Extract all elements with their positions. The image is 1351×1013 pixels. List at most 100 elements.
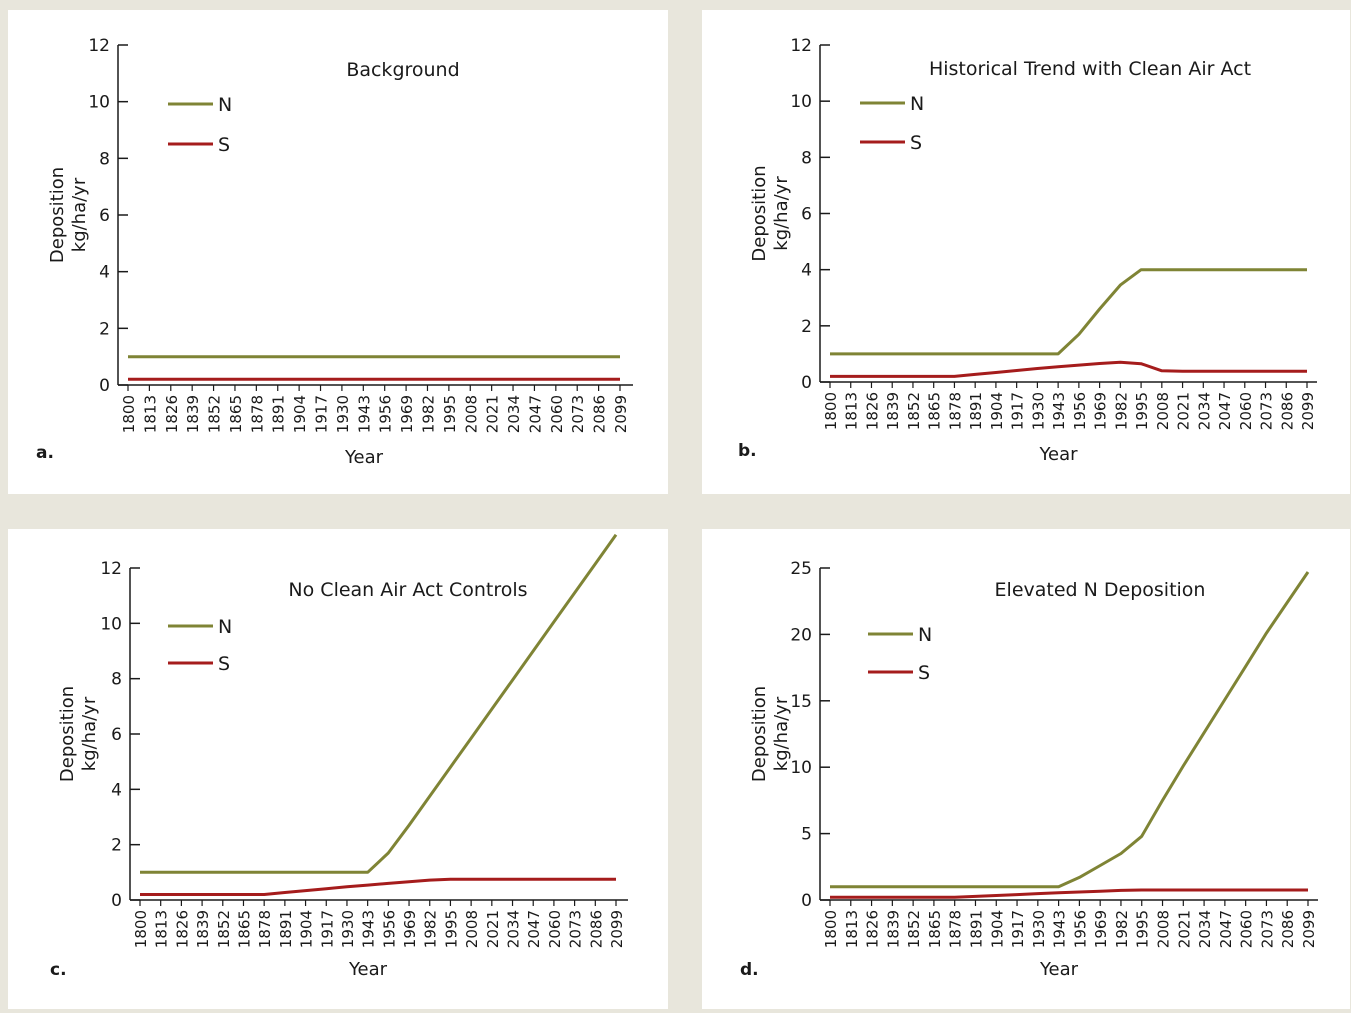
x-tick-label: 2086 [1278, 392, 1296, 430]
y-tick-label: 4 [801, 261, 812, 281]
series-line-S [830, 360, 1307, 378]
x-tick-label: 2060 [546, 910, 564, 948]
legend-label-N: N [910, 93, 924, 115]
x-tick-label: 2099 [608, 910, 626, 948]
legend-label-S: S [218, 134, 230, 156]
x-tick-label: 1995 [441, 395, 459, 433]
y-tick-label: 0 [99, 376, 110, 396]
x-tick-label: 2034 [1195, 392, 1213, 430]
series-line-S [830, 888, 1308, 899]
y-tick-label: 0 [801, 373, 812, 393]
x-tick-label: 1839 [884, 910, 902, 948]
y-tick-label: 6 [801, 205, 812, 225]
x-tick-label: 1878 [248, 395, 266, 433]
x-tick-label: 2086 [1279, 910, 1297, 948]
y-tick-label: 25 [790, 559, 812, 579]
x-tick-label: 1826 [163, 395, 181, 433]
x-tick-label: 1891 [967, 392, 985, 430]
x-tick-label: 2008 [462, 395, 480, 433]
x-tick-label: 1956 [377, 395, 395, 433]
x-tick-label: 1878 [946, 392, 964, 430]
series-line-N [140, 533, 618, 874]
chart-svg: 0 2 4 6 8 10 12 1800 1813 1826 1839 1852 1865 1878 189… [50, 533, 628, 980]
panel-letter: b. [738, 441, 757, 461]
x-tick-label: 1969 [1092, 392, 1110, 430]
x-tick-label: 1995 [442, 910, 460, 948]
x-tick-label: 1943 [360, 910, 378, 948]
x-tick-label: 1956 [1071, 392, 1089, 430]
y-tick-label: 8 [99, 149, 110, 169]
y-tick-label: 10 [790, 92, 812, 112]
x-tick-label: 2008 [1154, 392, 1172, 430]
x-tick-label: 2073 [567, 910, 585, 948]
x-tick-label: 1917 [1009, 910, 1027, 948]
x-tick-label: 1904 [988, 392, 1006, 430]
x-tick-label: 2008 [1155, 910, 1173, 948]
y-tick-label: 8 [111, 670, 122, 690]
chart-title: Historical Trend with Clean Air Act [929, 58, 1251, 80]
y-tick-label: 2 [111, 836, 122, 856]
legend-label-N: N [918, 624, 932, 646]
x-tick-label: 2073 [1258, 910, 1276, 948]
chart-panel-a: 0 2 4 6 8 10 12 1800 1813 1826 1839 1852 1865 1878 189… [8, 10, 668, 494]
x-tick-label: 1943 [1050, 392, 1068, 430]
panel-letter: a. [36, 443, 54, 463]
x-tick-label: 2099 [612, 395, 630, 433]
y-tick-label: 8 [801, 148, 812, 168]
x-tick-label: 1800 [822, 392, 840, 430]
x-axis-title: Year [344, 447, 384, 468]
x-tick-label: 1956 [1071, 910, 1089, 948]
x-tick-label: 1813 [141, 395, 159, 433]
x-tick-label: 1969 [1092, 910, 1110, 948]
x-tick-label: 1826 [863, 392, 881, 430]
x-tick-label: 1917 [318, 910, 336, 948]
chart-svg: 0 5 10 15 20 25 1800 1813 1826 1839 1852 1865 1878 18… [740, 559, 1318, 980]
x-tick-label: 2099 [1299, 392, 1317, 430]
x-tick-label: 1982 [422, 910, 440, 948]
y-tick-label: 2 [801, 317, 812, 337]
x-tick-label: 1865 [235, 910, 253, 948]
legend-label-N: N [218, 94, 232, 116]
x-tick-label: 1969 [401, 910, 419, 948]
y-axis-title: Deposition [749, 686, 770, 782]
x-tick-label: 1800 [822, 910, 840, 948]
x-tick-label: 1878 [947, 910, 965, 948]
x-tick-label: 1982 [1113, 910, 1131, 948]
legend-label-N: N [218, 616, 232, 638]
x-tick-label: 1904 [298, 910, 316, 948]
y-tick-label: 4 [99, 263, 110, 283]
x-tick-label: 2021 [484, 910, 502, 948]
x-tick-label: 2021 [1175, 392, 1193, 430]
panel-letter: c. [50, 960, 67, 980]
y-tick-label: 2 [99, 319, 110, 339]
x-tick-label: 2073 [1258, 392, 1276, 430]
y-tick-label: 5 [801, 825, 812, 845]
legend-label-S: S [918, 662, 930, 684]
chart-title: No Clean Air Act Controls [288, 579, 527, 601]
y-tick-label: 12 [100, 559, 122, 579]
x-tick-label: 1982 [1112, 392, 1130, 430]
x-tick-label: 1930 [1029, 392, 1047, 430]
x-tick-label: 1995 [1133, 392, 1151, 430]
y-axis-title: kg/ha/yr [771, 696, 792, 771]
x-tick-label: 2073 [569, 395, 587, 433]
x-tick-label: 1865 [926, 910, 944, 948]
x-tick-label: 2034 [1196, 910, 1214, 948]
y-axis-title: kg/ha/yr [79, 696, 100, 771]
series-line-N [830, 268, 1307, 356]
chart-panel-b: 0 2 4 6 8 10 12 1800 1813 1826 1839 1852 1865 1878 189… [702, 10, 1350, 494]
legend-label-S: S [910, 132, 922, 154]
chart-title: Background [346, 59, 459, 81]
x-axis-title: Year [348, 959, 388, 980]
x-tick-label: 2060 [1237, 392, 1255, 430]
x-tick-label: 2086 [587, 910, 605, 948]
x-tick-label: 1904 [291, 395, 309, 433]
x-tick-label: 1839 [884, 392, 902, 430]
y-tick-label: 20 [790, 625, 812, 645]
x-tick-label: 1917 [1009, 392, 1027, 430]
x-tick-label: 2047 [525, 910, 543, 948]
chart-svg: 0 2 4 6 8 10 12 1800 1813 1826 1839 1852 1865 1878 189… [36, 36, 633, 468]
x-tick-label: 1943 [355, 395, 373, 433]
x-tick-label: 1839 [194, 910, 212, 948]
x-tick-label: 2008 [463, 910, 481, 948]
